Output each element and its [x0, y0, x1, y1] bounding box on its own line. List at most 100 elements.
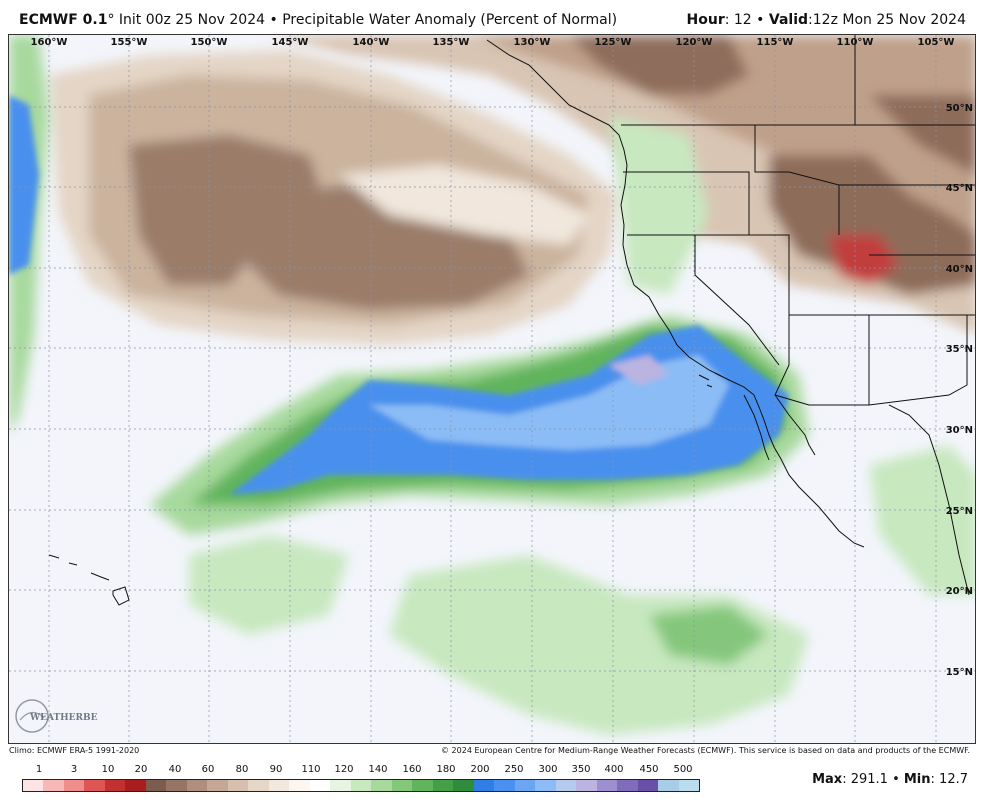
lon-label: 160°W: [31, 37, 68, 48]
lon-label: 120°W: [676, 37, 713, 48]
legend-swatch: [473, 780, 495, 791]
color-legend: 1 3 10 20 40 60 80 90 110 120 140 160 18…: [22, 764, 700, 796]
legend-swatch: [268, 780, 290, 791]
legend-swatch: [637, 780, 659, 791]
legend-swatch: [63, 780, 85, 791]
legend-swatch: [227, 780, 249, 791]
max-value: : 291.1: [842, 772, 888, 787]
max-label: Max: [812, 772, 843, 787]
lon-label: 135°W: [433, 37, 470, 48]
legend-swatch: [658, 780, 679, 791]
lon-label: 125°W: [595, 37, 632, 48]
legend-swatch: [330, 780, 351, 791]
legend-swatch: [432, 780, 454, 791]
lon-label: 110°W: [837, 37, 874, 48]
legend-swatch: [104, 780, 126, 791]
max-min-readout: Max: 291.1 • Min: 12.7: [812, 772, 968, 787]
valid-label: Valid: [768, 12, 809, 28]
logo-text: WEATHERBELL: [29, 713, 98, 723]
lon-label: 130°W: [514, 37, 551, 48]
legend-label: 3: [70, 764, 78, 775]
climo-note: Climo: ECMWF ERA-5 1991-2020: [9, 746, 140, 755]
legend-swatch: [576, 780, 597, 791]
lat-label: 35°N: [946, 344, 973, 355]
lon-label: 155°W: [111, 37, 148, 48]
longitude-labels: 160°W 155°W 150°W 145°W 140°W 135°W 130°…: [31, 37, 955, 48]
hour-value: : 12: [724, 12, 752, 28]
legend-swatch: [596, 780, 618, 791]
title-separator: •: [269, 12, 278, 28]
legend-swatch: [125, 780, 146, 791]
init-time: Init 00z 25 Nov 2024: [118, 12, 266, 28]
lat-label: 30°N: [946, 425, 973, 436]
header: ECMWF 0.1° Init 00z 25 Nov 2024 • Precip…: [0, 0, 984, 34]
legend-swatch: [84, 780, 105, 791]
legend-label: 250: [504, 764, 524, 775]
legend-label: 300: [538, 764, 558, 775]
legend-swatch: [43, 780, 64, 791]
legend-swatch: [555, 780, 577, 791]
legend-label: 140: [368, 764, 388, 775]
legend-swatch: [248, 780, 269, 791]
legend-label: 10: [101, 764, 115, 775]
legend-label: 500: [673, 764, 693, 775]
legend-swatch: [453, 780, 474, 791]
legend-label: 40: [168, 764, 182, 775]
coastlines: [48, 35, 975, 606]
legend-label: 80: [235, 764, 249, 775]
lon-label: 105°W: [918, 37, 955, 48]
lat-label: 40°N: [946, 264, 973, 275]
lon-label: 140°W: [353, 37, 390, 48]
legend-swatch: [309, 780, 331, 791]
dry-anomaly-north: [269, 35, 975, 335]
dry-anomaly-swirl: [49, 50, 619, 345]
degree-mark: °: [107, 12, 115, 28]
legend-swatch: [391, 780, 413, 791]
model-name: ECMWF 0.1: [19, 12, 108, 28]
lon-label: 150°W: [191, 37, 228, 48]
map-svg: 160°W 155°W 150°W 145°W 140°W 135°W 130°…: [9, 35, 975, 743]
legend-swatch: [494, 780, 515, 791]
maxmin-separator: •: [892, 772, 900, 787]
legend-label: 60: [201, 764, 215, 775]
legend-label: 450: [639, 764, 659, 775]
legend-swatch: [350, 780, 372, 791]
legend-label: 20: [134, 764, 148, 775]
legend-swatch: [186, 780, 208, 791]
legend-swatch: [617, 780, 638, 791]
min-label: Min: [903, 772, 931, 787]
legend-swatch: [412, 780, 433, 791]
map-panel[interactable]: 160°W 155°W 150°W 145°W 140°W 135°W 130°…: [8, 34, 976, 744]
legend-label: 90: [269, 764, 283, 775]
legend-swatch: [207, 780, 228, 791]
legend-label: 110: [301, 764, 321, 775]
legend-swatch: [23, 780, 44, 791]
legend-label: 180: [436, 764, 456, 775]
lon-label: 145°W: [272, 37, 309, 48]
legend-label: 160: [402, 764, 422, 775]
legend-swatch: [289, 780, 310, 791]
latitude-labels: 50°N 45°N 40°N 35°N 30°N 25°N 20°N 15°N: [946, 103, 973, 678]
legend-swatch: [166, 780, 187, 791]
atmospheric-river: [9, 95, 789, 495]
valid-separator: •: [756, 12, 765, 28]
lat-label: 50°N: [946, 103, 973, 114]
legend-label: 350: [571, 764, 591, 775]
hour-label: Hour: [686, 12, 725, 28]
legend-swatch: [535, 780, 556, 791]
legend-swatch: [514, 780, 536, 791]
lon-label: 115°W: [757, 37, 794, 48]
legend-label: 400: [604, 764, 624, 775]
legend-color-bar: [22, 779, 700, 792]
lat-label: 45°N: [946, 183, 973, 194]
weatherbell-logo: WEATHERBELL: [15, 699, 98, 733]
copyright-note: © 2024 European Centre for Medium-Range …: [441, 746, 970, 755]
title-right: Hour: 12 • Valid:12z Mon 25 Nov 2024: [687, 12, 966, 28]
lat-label: 15°N: [946, 667, 973, 678]
product-name: Precipitable Water Anomaly (Percent of N…: [282, 12, 618, 28]
legend-swatch: [145, 780, 167, 791]
legend-label: 200: [470, 764, 490, 775]
legend-label: 120: [334, 764, 354, 775]
legend-swatch: [371, 780, 392, 791]
lat-label: 25°N: [946, 506, 973, 517]
